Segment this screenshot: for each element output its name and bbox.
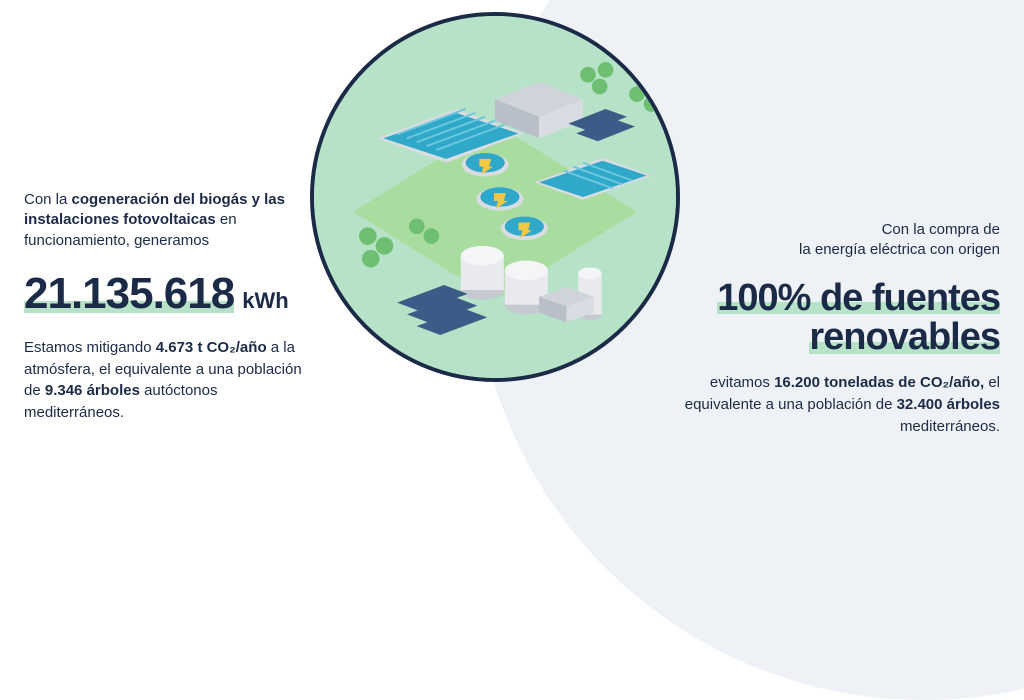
- text: evitamos: [710, 374, 774, 391]
- left-text-block: Con la cogeneración del biogás y las ins…: [24, 190, 314, 424]
- right-headline: 100% de fuentes renovables: [717, 279, 1000, 359]
- left-stat: 21.135.618 kWh: [24, 269, 314, 319]
- headline-line2: renovables: [809, 318, 1000, 358]
- infographic-container: Con la cogeneración del biogás y las ins…: [0, 0, 1024, 512]
- headline-line1: 100% de fuentes: [717, 279, 1000, 319]
- text: mediterráneos.: [900, 418, 1000, 435]
- text-bold: 16.200 toneladas de CO₂/año,: [774, 374, 984, 391]
- center-illustration: [310, 12, 680, 382]
- stat-unit: kWh: [242, 288, 288, 314]
- text-bold: 4.673 t CO₂/año: [156, 339, 267, 356]
- text: Con la compra de: [882, 221, 1000, 238]
- text: la energía eléctrica con origen: [799, 241, 1000, 258]
- left-intro: Con la cogeneración del biogás y las ins…: [24, 190, 314, 251]
- stat-value: 21.135.618: [24, 269, 234, 319]
- text-bold: 9.346 árboles: [45, 382, 140, 399]
- text-bold: 32.400 árboles: [897, 396, 1000, 413]
- left-body: Estamos mitigando 4.673 t CO₂/año a la a…: [24, 337, 314, 424]
- text: Con la: [24, 191, 72, 208]
- right-text-block: Con la compra de la energía eléctrica co…: [660, 220, 1000, 438]
- right-intro: Con la compra de la energía eléctrica co…: [660, 220, 1000, 261]
- text: Estamos mitigando: [24, 339, 156, 356]
- right-body: evitamos 16.200 toneladas de CO₂/año, el…: [660, 372, 1000, 437]
- facility-isometric-icon: [314, 16, 676, 378]
